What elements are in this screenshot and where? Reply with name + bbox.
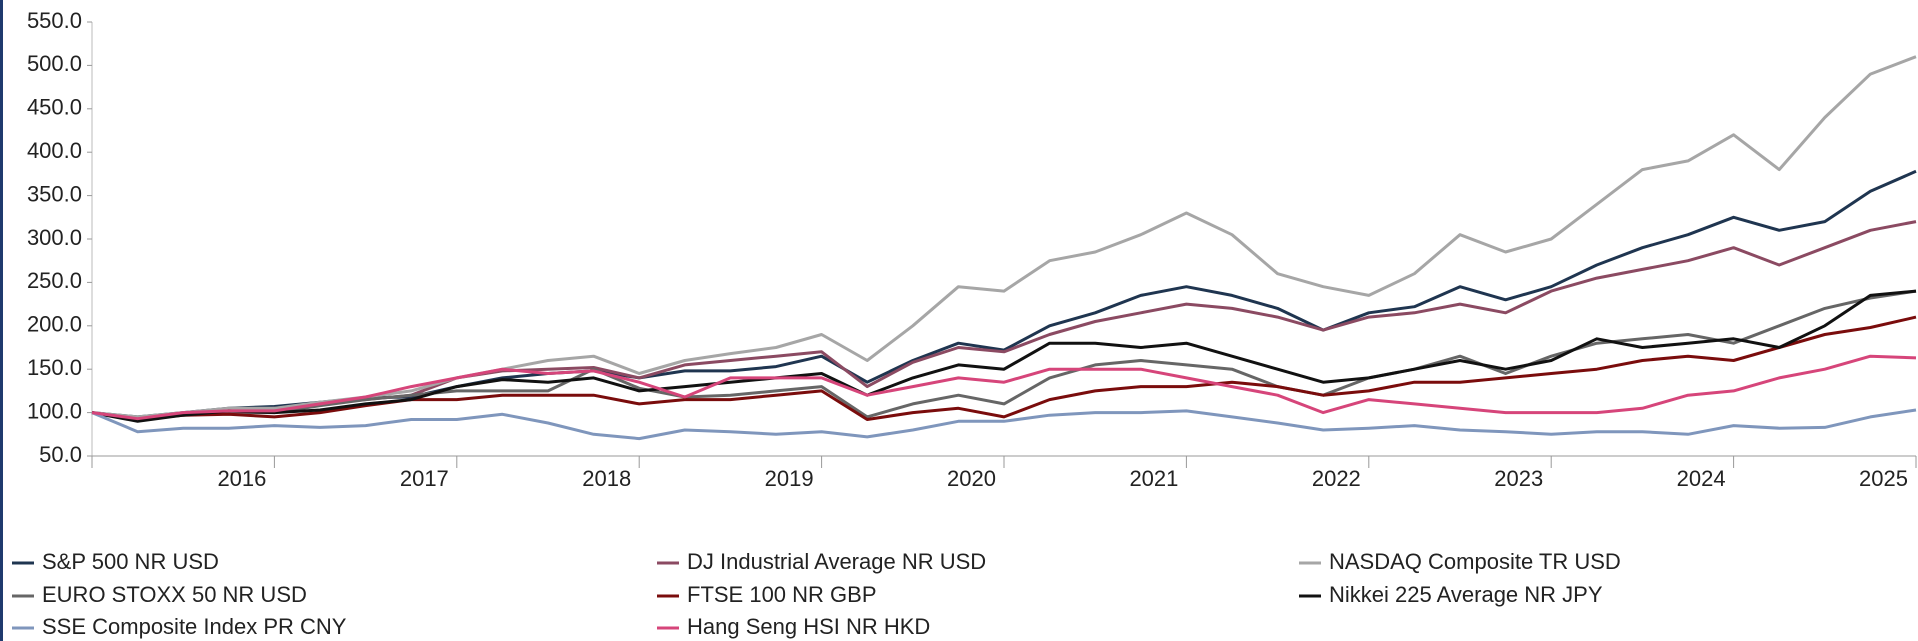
legend-label: DJ Industrial Average NR USD <box>687 549 986 574</box>
x-tick-label: 2021 <box>1129 466 1178 491</box>
legend-label: SSE Composite Index PR CNY <box>42 614 347 639</box>
series-line <box>91 169 1917 419</box>
x-tick-label: 2024 <box>1677 466 1726 491</box>
y-tick-label: 50.0 <box>39 442 82 467</box>
series-line <box>91 408 1917 441</box>
x-tick-label: 2019 <box>765 466 814 491</box>
legend-label: NASDAQ Composite TR USD <box>1329 549 1621 574</box>
legend-label: EURO STOXX 50 NR USD <box>42 582 307 607</box>
y-tick-label: 400.0 <box>27 138 82 163</box>
y-tick-label: 200.0 <box>27 312 82 337</box>
y-tick-label: 150.0 <box>27 355 82 380</box>
y-tick-label: 550.0 <box>27 8 82 33</box>
legend-label: FTSE 100 NR GBP <box>687 582 877 607</box>
series-line <box>91 289 1917 423</box>
series-line <box>91 55 1917 419</box>
y-tick-label: 250.0 <box>27 268 82 293</box>
x-tick-label: 2020 <box>947 466 996 491</box>
legend-label: Nikkei 225 Average NR JPY <box>1329 582 1603 607</box>
x-tick-label: 2018 <box>582 466 631 491</box>
y-tick-label: 100.0 <box>27 398 82 423</box>
x-tick-label: 2025 <box>1859 466 1908 491</box>
series-line <box>91 289 1917 421</box>
x-tick-label: 2022 <box>1312 466 1361 491</box>
x-tick-label: 2023 <box>1494 466 1543 491</box>
legend-label: S&P 500 NR USD <box>42 549 219 574</box>
y-tick-label: 450.0 <box>27 95 82 120</box>
series-line <box>91 220 1917 421</box>
x-tick-label: 2017 <box>400 466 449 491</box>
y-tick-label: 350.0 <box>27 181 82 206</box>
series-line <box>91 354 1917 421</box>
y-tick-label: 300.0 <box>27 225 82 250</box>
legend-label: Hang Seng HSI NR HKD <box>687 614 930 639</box>
left-border <box>0 0 3 641</box>
y-tick-label: 500.0 <box>27 51 82 76</box>
x-tick-label: 2016 <box>217 466 266 491</box>
